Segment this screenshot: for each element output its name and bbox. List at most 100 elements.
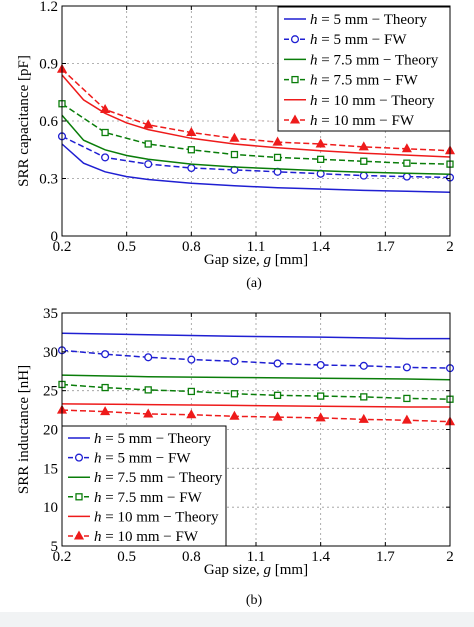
series-4-marker [101,383,109,392]
legend-swatch-marker [73,530,85,540]
y-axis-label: SRR inductance [nH] [16,365,32,494]
legend-entry: h = 7.5 mm − Theory [310,52,439,68]
x-tick-label: 1.1 [247,239,266,255]
legend-entry-text: = 5 mm − FW [318,32,408,48]
x-tick-label: 1.4 [311,549,330,565]
series-6-marker [229,410,240,420]
series-6-marker [143,408,154,418]
y-tick-label: 20 [43,423,58,439]
series-2-marker [144,353,153,362]
legend-entry: h = 10 mm − Theory [310,93,435,109]
series-6-marker [401,414,412,424]
series-2-marker [402,172,411,181]
legend-entry-text: = 7.5 mm − Theory [102,470,223,486]
legend-swatch-marker [74,453,84,462]
legend-entry-text: = 5 mm − Theory [318,12,428,28]
series-line-6 [61,68,451,152]
legend-entry-var: h [310,32,318,48]
legend-entry-var: h [94,509,102,525]
series-4-marker [101,128,109,137]
series-2-marker [144,160,153,169]
legend-entry-var: h [310,12,318,28]
x-axis-label-part: g [263,252,271,268]
x-tick-label: 1.1 [247,549,266,565]
series-4-marker [317,392,325,400]
series-6-marker [100,103,111,113]
series-6-marker [401,143,412,153]
y-tick-label: 0.9 [39,57,58,73]
x-tick-label: 1.7 [376,239,395,255]
series-4-marker [403,394,411,403]
series-4-marker [187,146,195,154]
series-4-marker [230,150,239,159]
series-6-marker [272,411,283,421]
legend-entry: h = 10 mm − FW [94,529,199,545]
series-6-marker [315,412,326,422]
series-2-marker [101,153,110,162]
x-tick-label: 0.8 [182,239,201,255]
x-tick-label: 0.5 [117,239,136,255]
x-tick-label: 0.2 [53,549,72,565]
x-axis-label-part: [mm] [271,562,308,578]
chart-a: 0.2 0.5 0.8 1.1 1.4 1.7 2 0 0.3 0.6 0.9 1.2 Gap size… [16,0,456,291]
series-6-marker [358,413,369,423]
series-4-marker [187,387,195,396]
series-6-marker [100,406,111,416]
y-tick-label: 15 [43,461,58,477]
series-6-marker [272,136,283,146]
legend-entry-text: = 7.5 mm − FW [318,73,419,89]
y-tick-label: 25 [43,384,58,400]
legend-entry: h = 10 mm − Theory [94,509,219,525]
y-tick-label: 1.2 [39,0,58,15]
series-2-marker [359,171,368,180]
legend-swatch-marker [290,35,300,44]
x-axis-label: Gap size, g [mm] [204,252,308,268]
figure-caption: (b) [246,593,263,608]
legend-entry: h = 7.5 mm − Theory [94,470,223,486]
legend-entry-text: = 5 mm − Theory [102,431,212,447]
legend-swatch-marker [291,75,299,84]
series-2-marker [273,359,282,368]
legend-entry: h = 5 mm − FW [94,451,191,467]
series-2-marker [101,350,110,359]
series-line-5 [61,403,450,408]
legend-entry-text: = 7.5 mm − Theory [318,52,439,68]
y-tick-label: 0.3 [39,172,58,188]
series-6-marker [143,119,154,129]
legend-swatch-marker [289,114,301,124]
legend-entry: h = 5 mm − Theory [310,12,428,28]
y-tick-label: 10 [43,500,58,516]
series-line-2 [61,349,451,369]
series-4-marker [273,153,282,162]
legend-entry-var: h [94,451,102,467]
series-line-1 [61,143,451,194]
y-tick-label: 30 [43,345,58,361]
series-6-marker [229,132,240,142]
x-tick-label: 0.2 [53,239,72,255]
legend-entry: h = 5 mm − Theory [94,431,212,447]
x-tick-label: 1.4 [311,239,330,255]
legend-entry-text: = 7.5 mm − FW [102,490,203,506]
y-tick-label: 0 [51,229,59,245]
series-6-marker [315,138,326,148]
series-4-marker [144,140,152,148]
series-4-marker [403,159,411,167]
series-2-marker [402,363,411,372]
series-2-marker [187,355,196,364]
x-tick-label: 2 [446,239,454,255]
y-tick-label: 0.6 [39,114,58,130]
series-4-marker [273,391,282,399]
y-tick-label: 5 [51,539,59,555]
legend-entry-var: h [310,73,318,89]
y-axis-label: SRR capacitance [pF] [16,55,32,187]
legend-entry-text: = 10 mm − Theory [102,509,220,525]
series-6-marker [186,409,197,419]
x-tick-label: 2 [446,549,454,565]
legend-entry-var: h [94,431,102,447]
legend-entry-var: h [94,470,102,486]
x-axis-label-part: g [263,562,271,578]
legend-entry-var: h [310,52,318,68]
